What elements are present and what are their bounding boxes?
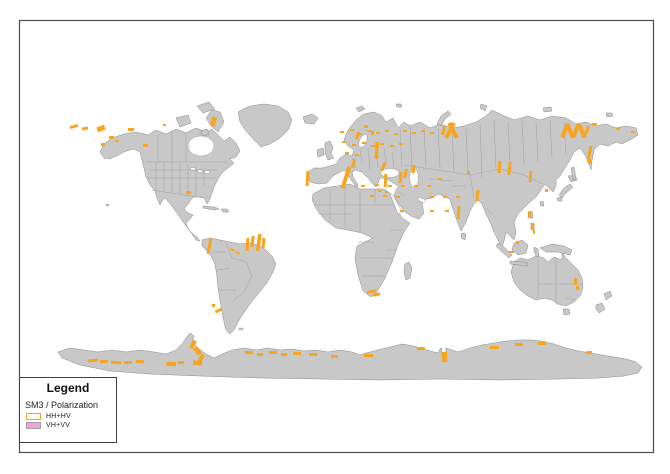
borneo-island — [511, 239, 529, 256]
map-frame-border — [18, 19, 655, 454]
southampton-island — [200, 128, 210, 137]
hudson-bay — [187, 135, 215, 157]
great-britain-island — [324, 140, 335, 161]
persian-gulf — [417, 196, 427, 204]
kyushu-island — [556, 196, 563, 202]
legend-label-vh-vv: VH+VV — [46, 422, 71, 429]
novaya-zemlya-island — [436, 110, 452, 127]
legend-panel: Legend SM3 / Polarization HH+HV VH+VV — [19, 377, 117, 443]
ireland-island — [316, 147, 325, 158]
landmasses — [57, 101, 643, 381]
hawaii-islands — [105, 203, 110, 207]
madagascar-island — [403, 261, 413, 281]
sulawesi-island — [533, 246, 540, 258]
wrangel-island — [605, 112, 614, 118]
svalbard-island — [355, 105, 366, 113]
taiwan-island — [539, 200, 545, 207]
legend-label-hh-hv: HH+HV — [46, 413, 71, 420]
sakhalin-island — [570, 166, 577, 181]
falkland-islands — [238, 327, 244, 331]
north-america-landmass — [99, 127, 241, 242]
great-lakes — [204, 170, 210, 174]
franz-josef-land — [395, 103, 403, 108]
cuba-island — [202, 205, 220, 211]
legend-item-vh-vv: VH+VV — [26, 422, 116, 429]
ellesmere-island — [196, 101, 216, 114]
great-lakes — [190, 167, 196, 171]
eurasia-landmass — [307, 109, 639, 248]
new-guinea-island — [539, 243, 573, 256]
baltic-sea — [358, 134, 368, 148]
legend-title: Legend — [46, 381, 90, 395]
black-sea — [380, 168, 400, 178]
antarctica-landmass — [57, 332, 643, 381]
victoria-island — [175, 114, 192, 128]
legend-item-hh-hv: HH+HV — [26, 413, 116, 420]
africa-landmass — [311, 183, 411, 298]
legend-swatch-hh-hv — [26, 413, 41, 420]
java-island — [509, 260, 529, 267]
australia-landmass — [510, 251, 584, 307]
new-zealand-north-island — [603, 290, 613, 301]
new-siberian-islands — [542, 106, 553, 113]
new-zealand-south-island — [595, 302, 606, 314]
great-lakes — [197, 169, 203, 173]
severnaya-zemlya — [479, 103, 488, 112]
sri-lanka-island — [460, 232, 467, 241]
hispaniola-island — [220, 208, 230, 213]
legend-subtitle: SM3 / Polarization — [25, 400, 99, 410]
greenland-landmass — [237, 103, 293, 148]
inland-waters — [187, 134, 427, 215]
honshu-island — [558, 183, 574, 199]
sm3-acquisition-segments — [69, 116, 635, 367]
iceland-island — [302, 113, 319, 125]
tasmania-island — [562, 308, 571, 316]
sumatra-island — [495, 242, 513, 259]
legend-swatch-vh-vv — [26, 422, 41, 429]
